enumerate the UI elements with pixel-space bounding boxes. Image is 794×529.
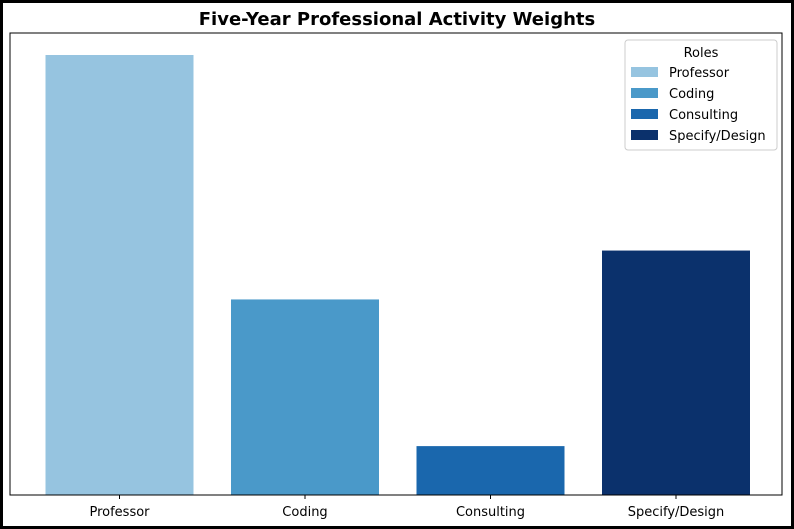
bar-coding (231, 299, 379, 495)
legend-swatch (631, 88, 658, 98)
legend-label: Professor (669, 66, 730, 81)
legend-swatch (631, 109, 658, 119)
legend-swatch (631, 67, 658, 77)
legend: Roles Professor Coding Consulting Specify/D… (624, 39, 778, 151)
x-axis-ticks: Professor Coding Consulting Specify/Design (89, 495, 724, 520)
x-tick-label: Specify/Design (628, 505, 725, 520)
bar-specify-design (602, 250, 750, 495)
bar-professor (45, 55, 194, 495)
legend-title: Roles (684, 46, 719, 61)
bars-group (45, 55, 750, 495)
x-tick-label: Coding (282, 505, 327, 520)
legend-label: Specify/Design (669, 129, 766, 144)
x-tick-label: Consulting (456, 505, 525, 520)
x-tick-label: Professor (89, 505, 150, 520)
chart-title: Five-Year Professional Activity Weights (199, 9, 595, 30)
legend-label: Consulting (669, 108, 738, 123)
bar-consulting (416, 446, 565, 495)
legend-swatch (631, 130, 658, 140)
plot-area (9, 32, 783, 496)
legend-label: Coding (669, 87, 714, 102)
legend-box (624, 39, 778, 151)
